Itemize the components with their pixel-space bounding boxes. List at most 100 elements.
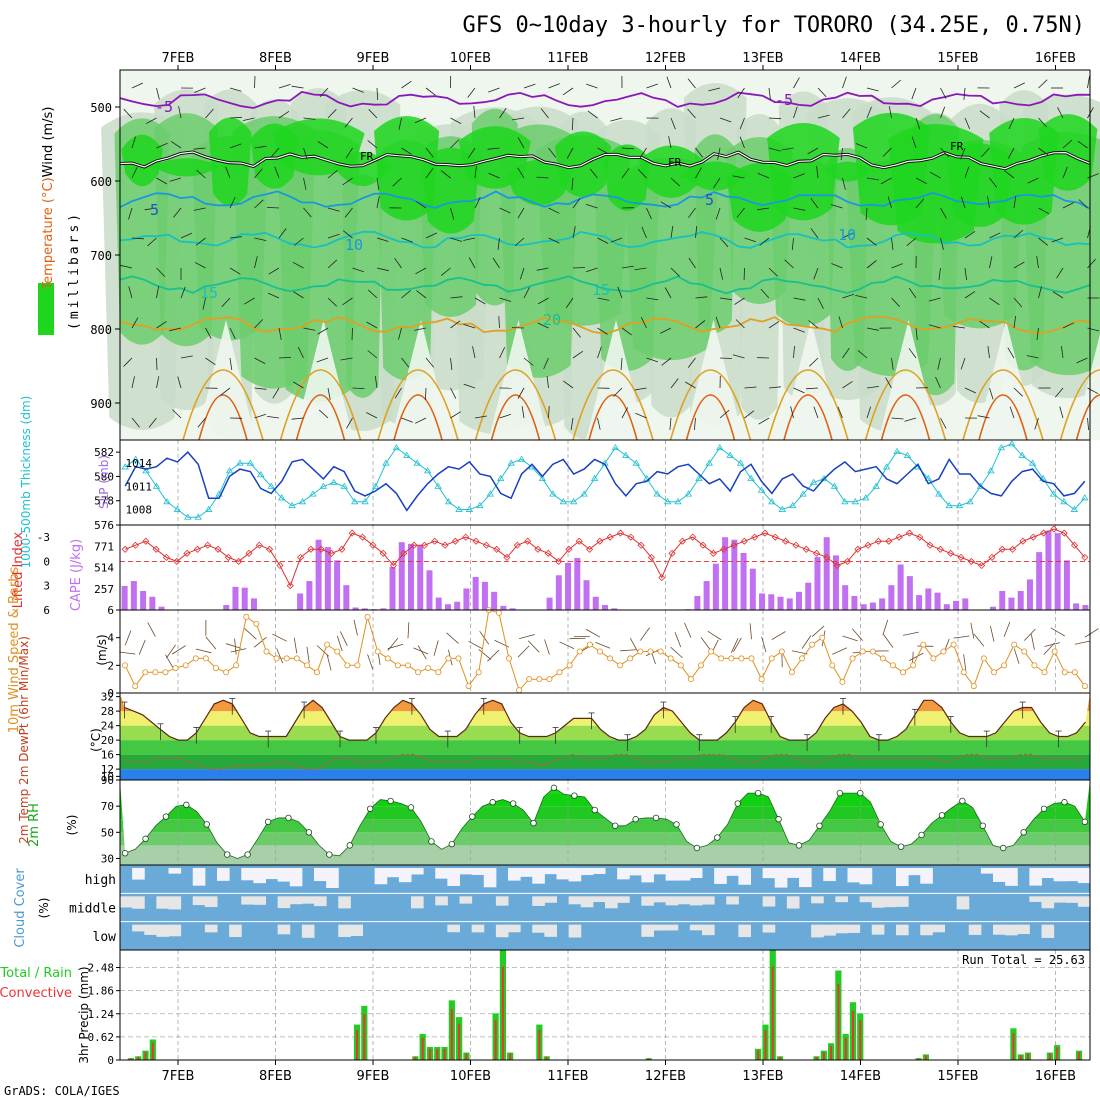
wind-barb (394, 257, 402, 269)
slp-point (570, 498, 578, 505)
cape-bar (703, 581, 710, 610)
wind-barb (416, 290, 427, 299)
wind-barb (572, 327, 581, 338)
cloud-cell (580, 896, 594, 908)
wind10-point (182, 662, 189, 669)
wind10-barb (124, 630, 132, 646)
wind-barb (425, 232, 438, 239)
rh2m-tick-label-2: 50 (101, 826, 114, 839)
top-day-label-0: 7FEB (162, 51, 195, 66)
cloud-cell (556, 868, 570, 880)
convective-bar (144, 1052, 147, 1060)
wind10-point (253, 620, 260, 627)
wind-barb (562, 87, 574, 96)
rh-point (1020, 829, 1027, 836)
rh-point (673, 821, 680, 828)
temp-top-mask (120, 693, 1090, 697)
lifted-point (730, 541, 738, 549)
wind-barb (639, 147, 647, 159)
slp-point (1008, 440, 1016, 447)
rh-point (693, 844, 701, 852)
wind-barb (906, 237, 917, 247)
precip-tick-label-0: 2.48 (88, 962, 115, 975)
slp-point (403, 451, 411, 458)
cape-bar (417, 545, 424, 610)
temp2m-tick-label-4: 16 (101, 749, 114, 762)
cloud-cell (544, 868, 557, 875)
lifted-point (668, 549, 676, 557)
cloud-cell (132, 924, 145, 932)
wind-barb (987, 346, 990, 359)
wind10-point (576, 648, 583, 655)
rh-band-2-0 (121, 134, 163, 187)
wind-barb (713, 177, 721, 189)
wind-barb (1062, 322, 1074, 329)
slp-point (152, 482, 161, 489)
lifted-point (369, 541, 377, 549)
wind-barb (180, 355, 193, 359)
bottom-day-label-6: 13FEB (742, 1069, 783, 1084)
cloud-cell (229, 924, 242, 938)
lifted-point (410, 541, 418, 549)
wind-barb (915, 327, 918, 340)
slp-point (987, 467, 995, 474)
wind-barb (316, 357, 329, 363)
wind-barb (1007, 347, 1015, 359)
wind-barb (1038, 207, 1050, 215)
cloud-cell (1053, 896, 1067, 903)
cloud-cell (823, 924, 836, 936)
cloud-cell (132, 896, 145, 909)
temp2m-ylabel: 2m Temp 2m DewPt (6hr Min/Max) (17, 636, 31, 844)
wind-barb (670, 378, 679, 389)
cape-bar (250, 598, 257, 610)
wind-barb (131, 82, 144, 89)
wind-barb (1062, 139, 1073, 149)
wind-barb (768, 117, 782, 120)
cloud-cell (932, 924, 945, 933)
cape-tick-label-1: 514 (94, 562, 114, 575)
cape-bar (149, 596, 156, 610)
slp-point (173, 505, 182, 512)
wind-barb (1038, 237, 1049, 246)
wind10-barb (494, 639, 510, 648)
wind10-barb (1030, 634, 1035, 650)
lifted-point (864, 541, 872, 549)
cloud-cell (520, 868, 533, 877)
wind-barb (342, 177, 353, 186)
wind10-point (869, 648, 876, 655)
cloud-cell (544, 924, 557, 937)
wind-barb (194, 261, 206, 269)
wind10-point (950, 641, 957, 648)
wind-barb (735, 319, 745, 329)
slp-point (716, 443, 724, 451)
wind-barb (719, 117, 732, 123)
rh-clear-wedge-6 (781, 320, 841, 440)
wind-barb (660, 327, 672, 334)
lifted-point (400, 549, 408, 557)
wind10-point (162, 669, 169, 676)
wind-barb (317, 327, 329, 335)
convective-bar (450, 1009, 453, 1060)
temp-mask (120, 693, 1090, 741)
wind10-barb (234, 638, 237, 655)
wind-barb (585, 204, 598, 209)
slp-point (1018, 451, 1026, 458)
wind-barb (156, 376, 160, 389)
wind10-barb (730, 638, 739, 653)
wind10-unit: (m/s) (95, 634, 109, 665)
rh-point (959, 797, 966, 805)
slp-point (371, 482, 380, 489)
wind-barb (229, 87, 242, 92)
wind-barb (450, 139, 460, 149)
lifted-point (420, 541, 428, 549)
wind-barb (768, 147, 781, 152)
wind-barb (317, 141, 329, 149)
lifted-point (957, 553, 965, 561)
convective-bar (545, 1056, 548, 1060)
wind10-point (516, 687, 523, 694)
wind10-barb (272, 633, 287, 642)
wind10-point (607, 655, 614, 662)
wind-barb (342, 230, 353, 239)
wind-barb (646, 83, 658, 89)
convective-bar (837, 983, 840, 1060)
